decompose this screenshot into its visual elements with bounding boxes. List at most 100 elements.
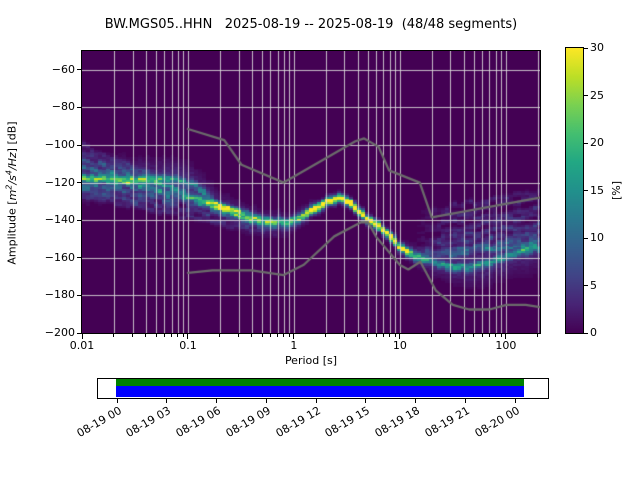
plot-title: BW.MGS05..HHN 2025-08-19 -- 2025-08-19 (… bbox=[104, 17, 518, 32]
colorbar-tick-mark bbox=[584, 190, 588, 191]
timeline-tick-label: 08-19 18 bbox=[372, 404, 422, 440]
x-minor-tick-mark bbox=[325, 334, 327, 337]
timeline-tick-mark bbox=[116, 399, 118, 403]
coverage-bar-blue bbox=[116, 386, 524, 397]
x-minor-tick-mark bbox=[251, 334, 253, 337]
y-axis-label-hz: /Hz bbox=[5, 152, 19, 171]
x-minor-tick-mark bbox=[495, 334, 497, 337]
x-minor-tick-mark bbox=[219, 334, 221, 337]
timeline-tick-label: 08-19 21 bbox=[422, 404, 472, 440]
colorbar-tick-label: 5 bbox=[590, 278, 597, 292]
timeline-tick-label: 08-19 12 bbox=[273, 404, 323, 440]
x-minor-tick-mark bbox=[394, 334, 396, 337]
x-minor-tick-mark bbox=[277, 334, 278, 337]
colorbar-tick-mark bbox=[584, 95, 588, 96]
x-minor-tick-mark bbox=[288, 334, 290, 337]
x-minor-tick-mark bbox=[171, 334, 173, 337]
timeline-tick-label: 08-19 00 bbox=[74, 404, 124, 440]
colorbar-tick-label: 10 bbox=[590, 231, 604, 244]
colorbar-label: [%] bbox=[610, 180, 623, 200]
colorbar-tick-mark bbox=[584, 285, 588, 286]
timeline-tick-mark bbox=[216, 399, 217, 403]
x-minor-tick-mark bbox=[500, 334, 502, 337]
timeline-tick-label: 08-19 06 bbox=[173, 404, 223, 440]
timeline-tick-label: 08-20 00 bbox=[472, 404, 522, 440]
timeline-tick-mark bbox=[464, 399, 466, 403]
y-axis-label-m: m bbox=[5, 189, 19, 201]
colorbar-tick-label: 0 bbox=[590, 326, 597, 339]
x-tick-label: 100 bbox=[495, 339, 517, 352]
timeline-tick-mark bbox=[365, 399, 367, 403]
x-minor-tick-mark bbox=[537, 334, 539, 337]
y-tick-label: −200 bbox=[44, 326, 75, 339]
y-tick-mark bbox=[77, 144, 81, 146]
coverage-bar-green bbox=[116, 379, 524, 386]
x-minor-tick-mark bbox=[145, 334, 147, 337]
x-minor-tick-mark bbox=[113, 334, 115, 337]
y-tick-mark bbox=[77, 257, 81, 259]
x-minor-tick-mark bbox=[481, 334, 483, 337]
x-minor-tick-mark bbox=[261, 334, 263, 337]
x-minor-tick-mark bbox=[283, 334, 285, 337]
x-minor-tick-mark bbox=[367, 334, 369, 337]
colorbar-canvas bbox=[566, 48, 583, 333]
coverage-timeline bbox=[97, 378, 549, 399]
colorbar-tick-mark bbox=[584, 332, 588, 334]
ppsd-heatmap-canvas bbox=[82, 51, 540, 333]
y-tick-mark bbox=[77, 182, 81, 184]
plot-area bbox=[81, 50, 541, 334]
x-tick-label: 0.01 bbox=[69, 339, 95, 352]
y-tick-label: −160 bbox=[44, 250, 75, 264]
x-tick-label: 0.1 bbox=[179, 339, 197, 352]
y-tick-mark bbox=[77, 106, 81, 108]
x-minor-tick-mark bbox=[375, 334, 377, 337]
colorbar-tick-label: 20 bbox=[590, 136, 604, 149]
colorbar-tick-mark bbox=[584, 237, 588, 239]
x-minor-tick-mark bbox=[463, 334, 465, 337]
x-minor-tick-mark bbox=[488, 334, 490, 337]
x-tick-label: 10 bbox=[392, 339, 407, 352]
timeline-tick-mark bbox=[514, 399, 516, 403]
colorbar-tick-mark bbox=[584, 47, 588, 49]
x-axis-label: Period [s] bbox=[284, 354, 338, 367]
y-tick-mark bbox=[77, 294, 81, 296]
timeline-tick-mark bbox=[265, 399, 267, 403]
x-tick-mark bbox=[187, 334, 189, 339]
x-minor-tick-mark bbox=[177, 334, 179, 337]
x-minor-tick-mark bbox=[269, 334, 271, 337]
x-tick-label: 1 bbox=[290, 339, 298, 352]
timeline-tick-mark bbox=[166, 399, 168, 403]
timeline-tick-label: 08-19 15 bbox=[322, 404, 373, 440]
y-tick-label: −140 bbox=[44, 213, 75, 227]
x-tick-mark bbox=[81, 334, 83, 339]
x-minor-tick-mark bbox=[238, 334, 240, 337]
timeline-tick-label: 08-19 09 bbox=[223, 404, 273, 440]
colorbar-tick-label: 30 bbox=[590, 41, 604, 54]
x-minor-tick-mark bbox=[449, 334, 451, 337]
x-minor-tick-mark bbox=[182, 334, 184, 337]
y-tick-label: −60 bbox=[51, 62, 75, 76]
x-minor-tick-mark bbox=[473, 334, 475, 337]
x-minor-tick-mark bbox=[132, 334, 134, 337]
x-tick-mark bbox=[293, 334, 295, 339]
y-tick-label: −100 bbox=[44, 138, 75, 151]
x-tick-mark bbox=[505, 334, 507, 339]
x-minor-tick-mark bbox=[382, 334, 384, 337]
timeline-tick-mark bbox=[415, 399, 416, 403]
x-minor-tick-mark bbox=[343, 334, 345, 337]
x-minor-tick-mark bbox=[389, 334, 391, 337]
timeline-tick-label: 08-19 03 bbox=[123, 404, 174, 440]
y-tick-label: −180 bbox=[44, 288, 75, 302]
colorbar-tick-label: 25 bbox=[590, 88, 604, 102]
colorbar bbox=[565, 47, 584, 334]
timeline-tick-mark bbox=[315, 399, 317, 403]
x-minor-tick-mark bbox=[431, 334, 433, 337]
y-tick-mark bbox=[77, 332, 81, 334]
colorbar-tick-label: 15 bbox=[590, 183, 604, 197]
y-tick-label: −120 bbox=[44, 175, 75, 189]
x-minor-tick-mark bbox=[163, 334, 165, 337]
y-tick-mark bbox=[77, 69, 81, 71]
x-minor-tick-mark bbox=[155, 334, 157, 337]
y-tick-label: −80 bbox=[51, 100, 75, 114]
